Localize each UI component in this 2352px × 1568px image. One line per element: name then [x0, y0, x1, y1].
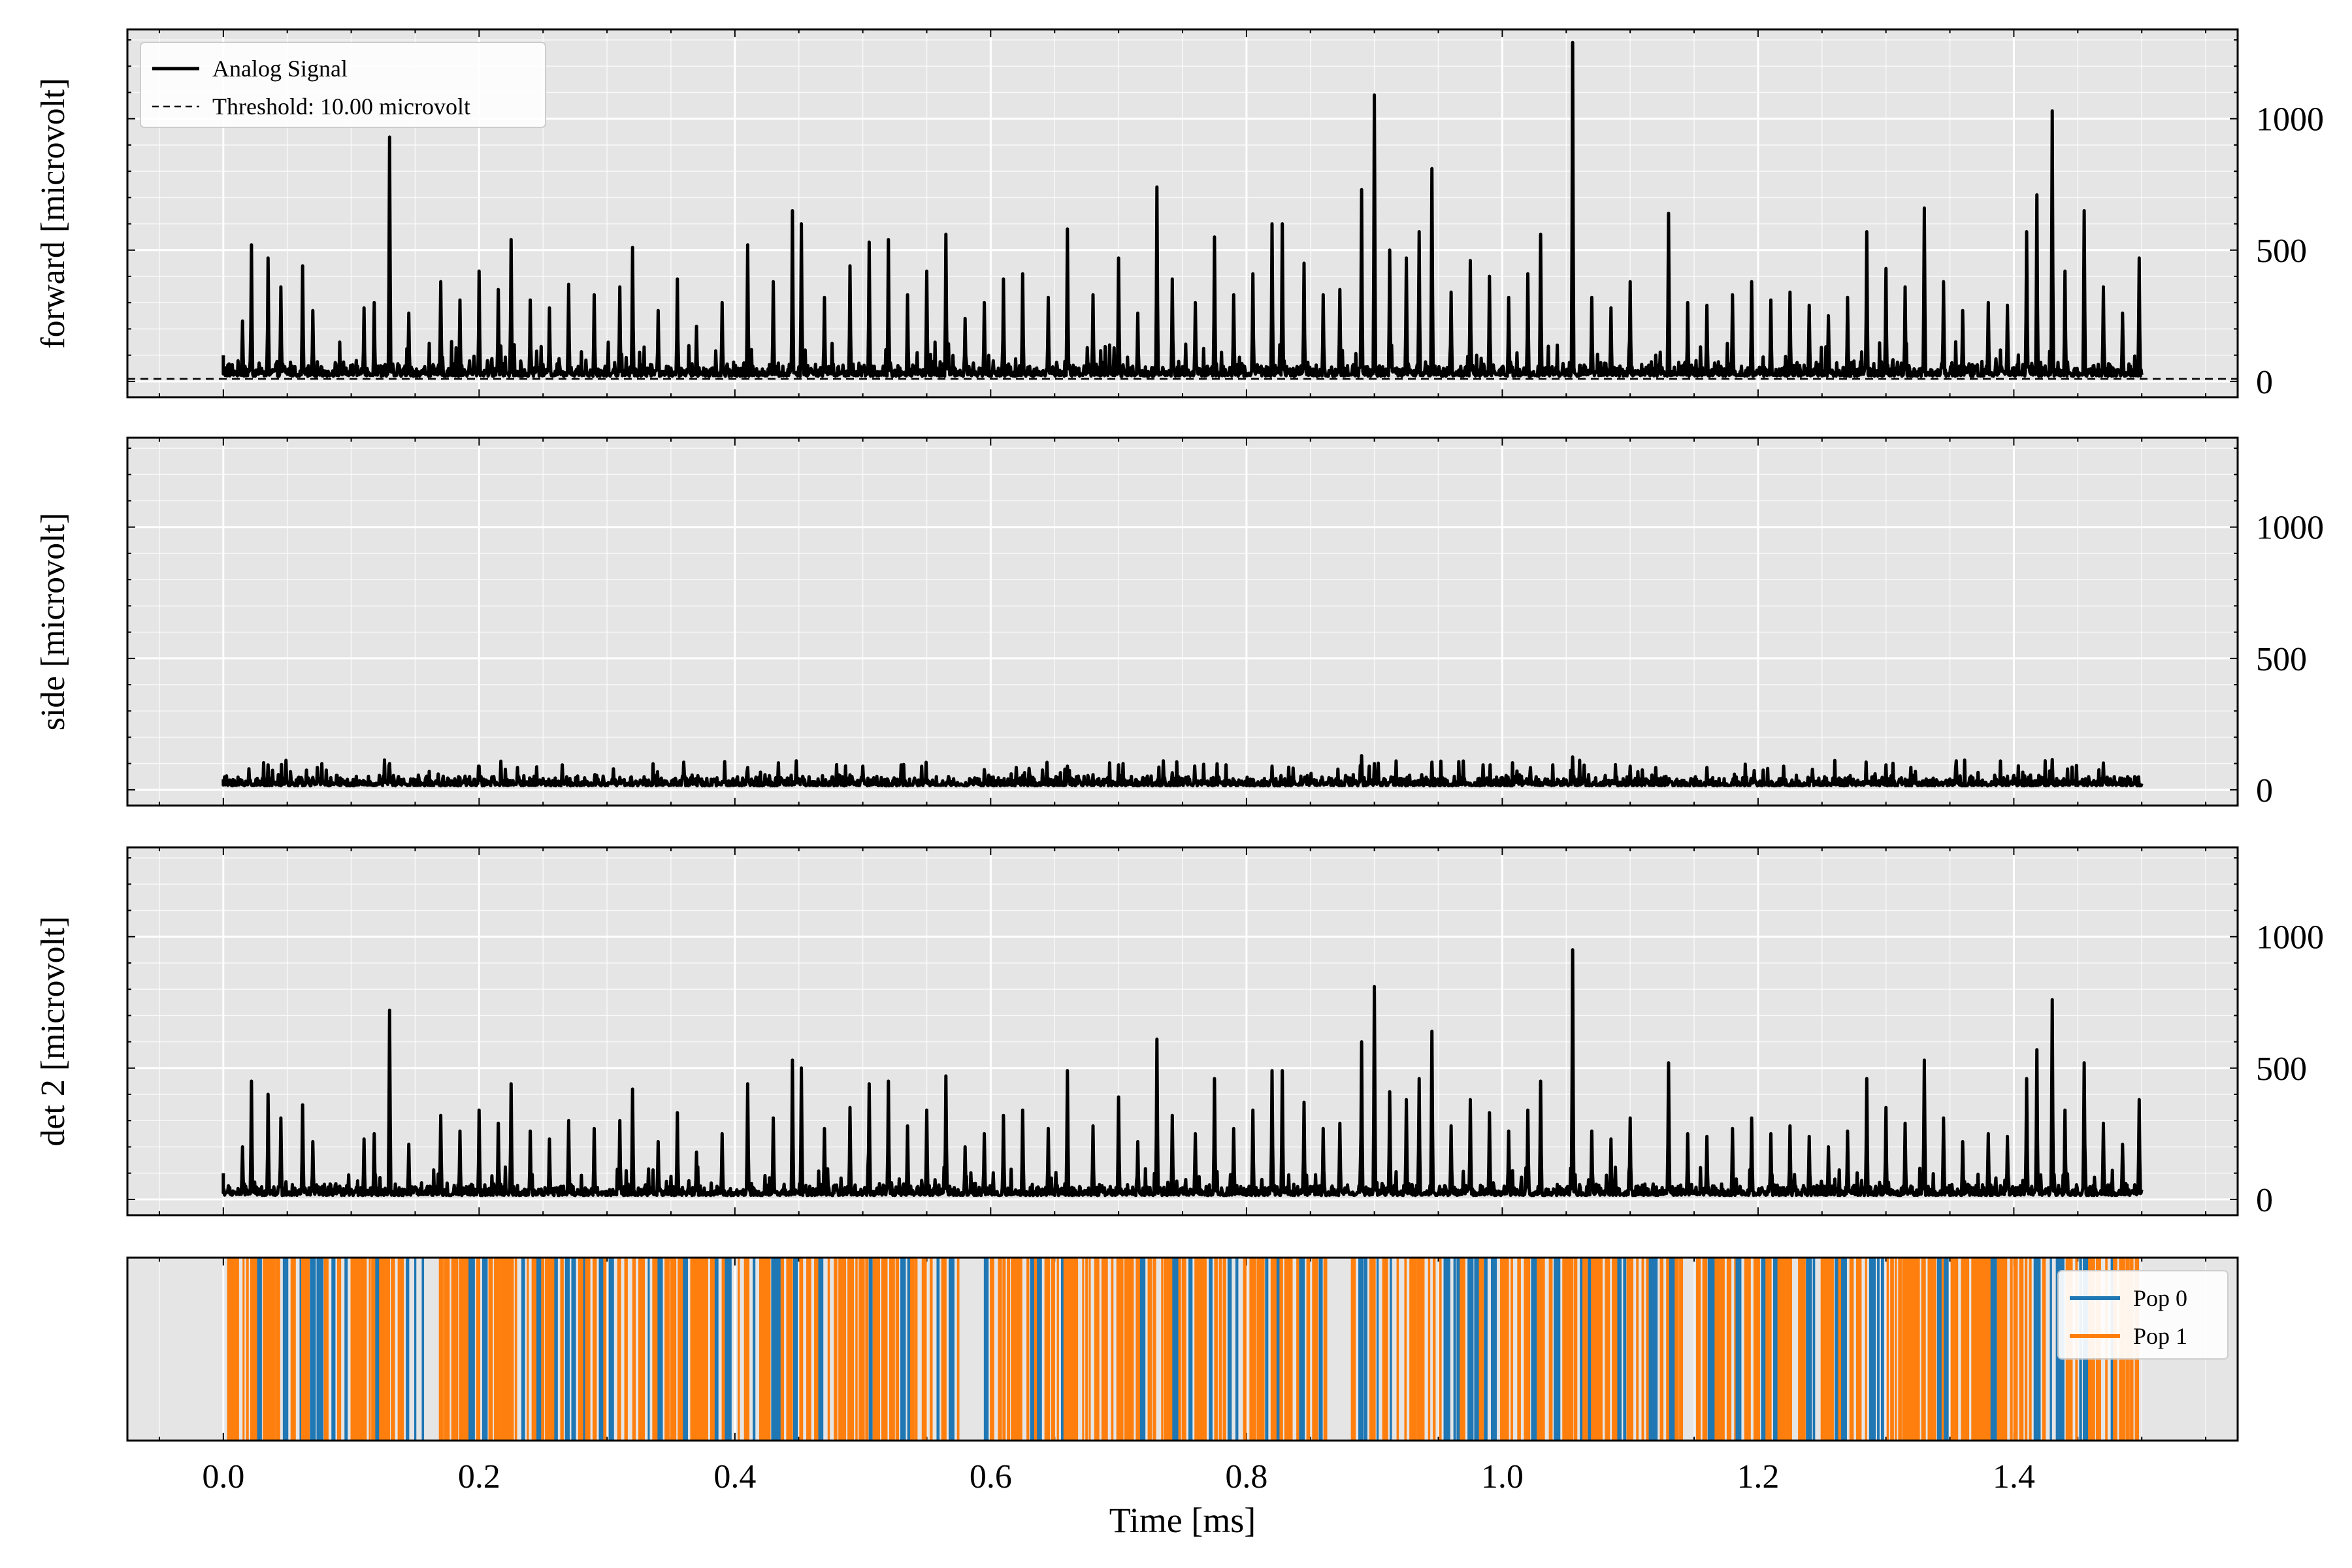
legend-label: Pop 1: [2133, 1323, 2187, 1349]
y-tick-label: 0: [2256, 1182, 2273, 1219]
plot-frame: [126, 1256, 2239, 1442]
y-tick-label: 500: [2256, 1051, 2307, 1088]
y-tick-label: 500: [2256, 641, 2307, 678]
series-line: [221, 41, 2144, 378]
y-tick-label: 0: [2256, 364, 2273, 401]
x-tick-label: 1.0: [1481, 1458, 1524, 1495]
y-tick-label: 500: [2256, 233, 2307, 270]
y-tick-label: 1000: [2256, 510, 2324, 547]
x-tick-label: 0.0: [202, 1458, 244, 1495]
series-line: [221, 754, 2144, 788]
legend-label: Threshold: 10.00 microvolt: [212, 93, 470, 120]
legend: Pop 0 Pop 1: [2057, 1270, 2229, 1360]
series-line: [221, 948, 2144, 1198]
y-tick-label: 1000: [2256, 919, 2324, 956]
legend-label: Pop 0: [2133, 1285, 2187, 1311]
y-tick-label: 0: [2256, 772, 2273, 809]
x-tick-label: 0.4: [713, 1458, 756, 1495]
y-axis-label: side [microvolt]: [35, 513, 72, 731]
y-axis-label: forward [microvolt]: [35, 78, 72, 348]
legend-box: [140, 42, 546, 128]
panels: 0 500 1000 forward [microvolt] Analog Signal…: [35, 28, 2324, 1495]
legend: Analog Signal Threshold: 10.00 microvolt: [140, 42, 546, 128]
x-tick-label: 1.2: [1737, 1458, 1779, 1495]
panel-forward: 0 500 1000 forward [microvolt] Analog Signal…: [35, 28, 2324, 401]
plot-frame: [126, 846, 2239, 1217]
legend-label: Analog Signal: [212, 56, 348, 82]
panel-side: 0 500 1000 side [microvolt]: [35, 436, 2324, 809]
panel-populations: Pop 0 Pop 1 0.0 0.2 0.4 0.6 0.8 1.0 1.2 1.4: [126, 1256, 2239, 1495]
x-axis-label: Time [ms]: [1109, 1501, 1256, 1540]
x-tick-label: 0.2: [458, 1458, 500, 1495]
x-tick-label: 1.4: [1993, 1458, 2035, 1495]
x-tick-label: 0.6: [970, 1458, 1012, 1495]
panel-det-2: 0 500 1000 det 2 [microvolt]: [35, 846, 2324, 1219]
y-tick-label: 1000: [2256, 101, 2324, 139]
plot-frame: [126, 28, 2239, 399]
y-axis-label: det 2 [microvolt]: [35, 916, 72, 1146]
x-tick-label: 0.8: [1225, 1458, 1267, 1495]
plot-frame: [126, 436, 2239, 807]
